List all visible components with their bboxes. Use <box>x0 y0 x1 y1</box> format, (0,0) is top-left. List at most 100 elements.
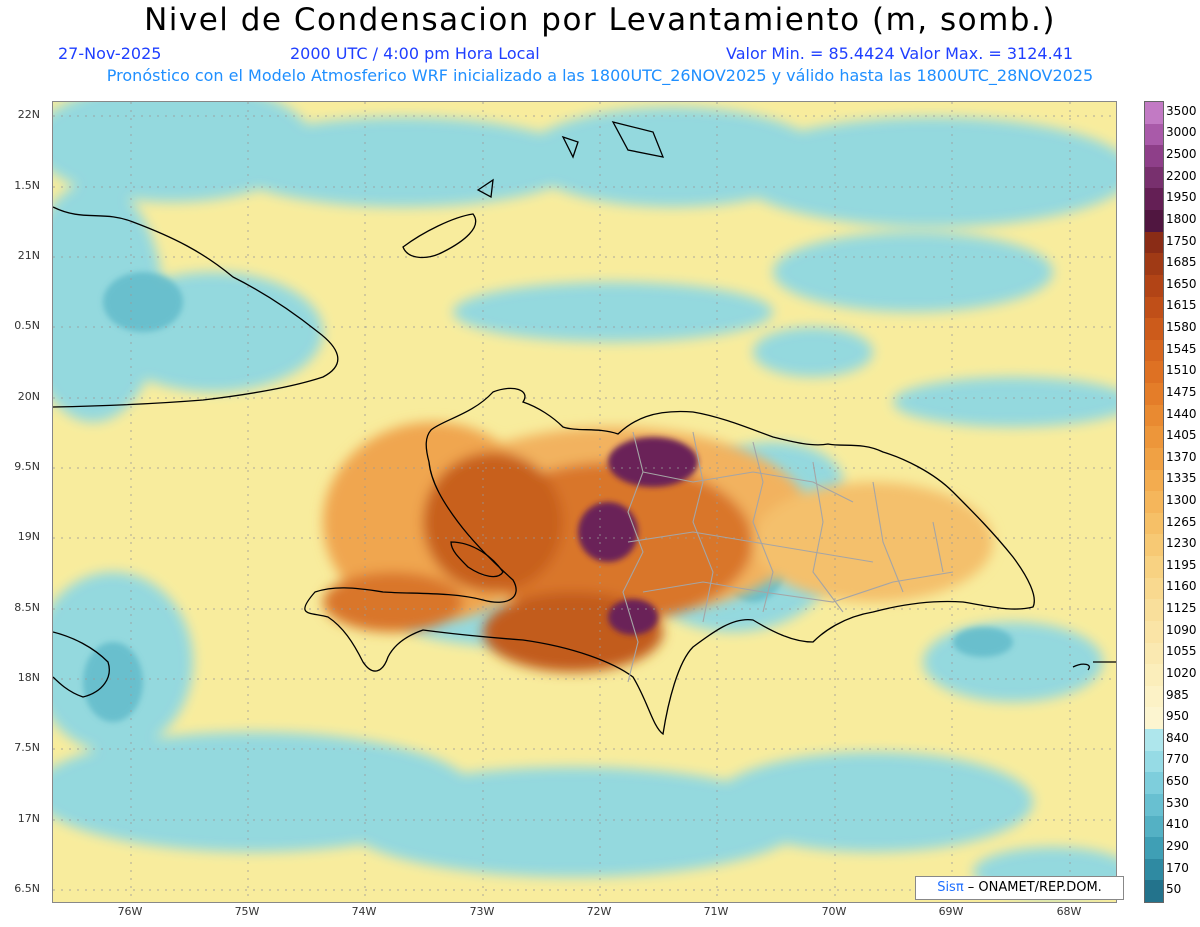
color-scale-swatch <box>1145 556 1163 579</box>
color-scale-label: 1055 <box>1166 644 1197 659</box>
color-scale-label: 2200 <box>1166 168 1197 183</box>
color-scale-label: 1800 <box>1166 211 1197 226</box>
color-scale-swatch <box>1145 145 1163 168</box>
lon-tick-label: 68W <box>1056 905 1082 918</box>
color-scale-label: 770 <box>1166 752 1189 767</box>
color-scale-label: 170 <box>1166 860 1189 875</box>
lat-tick-label: 6.5N <box>14 882 40 895</box>
color-scale-label: 1750 <box>1166 233 1197 248</box>
credit-box: Sisπ – ONAMET/REP.DOM. <box>915 876 1124 900</box>
color-scale-swatch <box>1145 858 1163 881</box>
color-scale-swatch <box>1145 123 1163 146</box>
color-scale-swatch <box>1145 361 1163 384</box>
map-panel <box>52 101 1117 903</box>
color-scale-swatch <box>1145 188 1163 211</box>
color-scale-swatch <box>1145 274 1163 298</box>
color-scale-label: 290 <box>1166 838 1189 853</box>
lat-tick-label: 19N <box>17 530 40 543</box>
lon-tick-label: 70W <box>821 905 847 918</box>
color-scale-swatch <box>1145 426 1163 449</box>
lon-tick-label: 71W <box>703 905 729 918</box>
color-scale-label: 840 <box>1166 730 1189 745</box>
color-scale-swatch <box>1145 253 1163 276</box>
color-scale-label: 1090 <box>1166 622 1197 637</box>
forecast-time: 2000 UTC / 4:00 pm Hora Local <box>290 44 540 63</box>
hispaniola-coastline <box>304 387 1035 736</box>
color-scale-swatch <box>1145 642 1163 665</box>
color-scale-swatch <box>1145 729 1163 752</box>
color-scale-label: 1125 <box>1166 601 1197 616</box>
color-scale-swatch <box>1145 447 1163 471</box>
color-scale-swatch <box>1145 166 1163 189</box>
color-scale-bar <box>1144 101 1164 903</box>
color-scale-label: 650 <box>1166 774 1189 789</box>
color-scale-swatch <box>1145 383 1163 406</box>
lat-tick-label: 22N <box>17 108 40 121</box>
sispi-logo: Sisπ <box>937 880 964 895</box>
lon-tick-label: 72W <box>586 905 612 918</box>
color-scale-label: 1370 <box>1166 449 1197 464</box>
color-scale-swatch <box>1145 210 1163 233</box>
lat-tick-label: 8.5N <box>14 601 40 614</box>
cuba-coastline <box>53 206 339 408</box>
forecast-date: 27-Nov-2025 <box>58 44 162 63</box>
lat-tick-label: 17N <box>17 812 40 825</box>
color-scale-swatch <box>1145 599 1163 622</box>
color-scale-label: 1300 <box>1166 493 1197 507</box>
color-scale-swatch <box>1145 404 1163 427</box>
color-scale-label: 1160 <box>1166 579 1197 594</box>
color-scale-label: 1230 <box>1166 536 1197 551</box>
color-scale-label: 1475 <box>1166 384 1197 399</box>
gonave-island <box>450 541 504 578</box>
model-subtitle: Pronóstico con el Modelo Atmosferico WRF… <box>106 66 1094 85</box>
color-scale-label: 1545 <box>1166 341 1197 356</box>
color-scale-label: 50 <box>1166 882 1182 897</box>
color-scale-swatch <box>1145 577 1163 600</box>
lon-tick-label: 73W <box>469 905 495 918</box>
credit-text: – ONAMET/REP.DOM. <box>963 880 1102 895</box>
color-scale-label: 1950 <box>1166 190 1197 205</box>
value-range: Valor Min. = 85.4424 Valor Max. = 3124.4… <box>726 44 1074 63</box>
lat-tick-label: 9.5N <box>14 460 40 473</box>
lcl-field-map <box>53 102 1116 902</box>
color-scale-label: 1685 <box>1166 255 1197 270</box>
color-scale-swatch <box>1145 318 1163 341</box>
color-scale-label: 530 <box>1166 795 1189 810</box>
color-scale-label: 985 <box>1166 687 1189 702</box>
color-scale-swatch <box>1145 707 1163 730</box>
color-scale-label: 1265 <box>1166 514 1197 529</box>
color-scale-swatch <box>1145 512 1163 535</box>
color-scale-label: 1405 <box>1166 428 1197 443</box>
color-scale-label: 3500 <box>1166 103 1197 118</box>
color-scale-swatch <box>1145 231 1163 254</box>
color-scale-swatch <box>1145 750 1163 773</box>
lon-tick-label: 75W <box>234 905 260 918</box>
puerto-rico-tip <box>1072 661 1116 671</box>
color-scale-label: 1335 <box>1166 471 1197 486</box>
color-scale-swatch <box>1145 469 1163 492</box>
lat-tick-label: 18N <box>17 671 40 684</box>
color-scale-label: 1440 <box>1166 406 1197 421</box>
color-scale-label: 1615 <box>1166 298 1197 313</box>
color-scale-label: 2500 <box>1166 147 1197 162</box>
color-scale-swatch <box>1145 102 1163 125</box>
color-scale-label: 1650 <box>1166 276 1197 291</box>
color-scale-swatch <box>1145 815 1163 838</box>
color-scale-label: 410 <box>1166 817 1189 832</box>
lon-tick-label: 69W <box>938 905 964 918</box>
color-scale-label: 950 <box>1166 709 1189 724</box>
lat-tick-label: 1.5N <box>14 179 40 192</box>
color-scale-swatch <box>1145 880 1163 903</box>
color-scale-swatch <box>1145 296 1163 319</box>
color-scale-label: 3000 <box>1166 125 1197 140</box>
color-scale-swatch <box>1145 534 1163 557</box>
color-scale-swatch <box>1145 772 1163 795</box>
color-scale-swatch <box>1145 491 1163 514</box>
color-scale-swatch <box>1145 837 1163 860</box>
color-scale-swatch <box>1145 685 1163 708</box>
color-scale-label: 1580 <box>1166 320 1197 335</box>
color-scale-swatch <box>1145 664 1163 687</box>
lat-tick-label: 21N <box>17 249 40 262</box>
color-scale-label: 1195 <box>1166 557 1197 572</box>
jamaica-coastline <box>53 631 110 698</box>
